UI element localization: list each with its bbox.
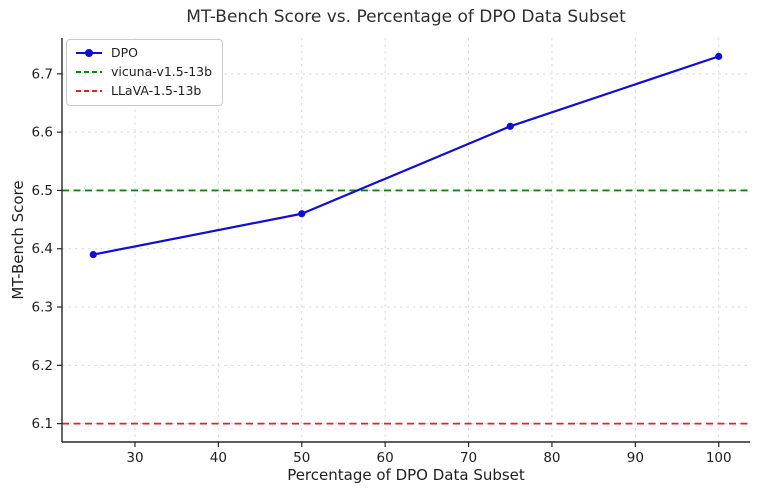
y-tick-label: 6.6 — [32, 125, 53, 141]
legend-swatch-dpo-line-icon — [76, 49, 102, 57]
legend-item-vicuna: vicuna-v1.5-13b — [75, 64, 212, 80]
data-point-marker — [298, 210, 306, 218]
x-tick-label: 40 — [210, 450, 227, 466]
data-point-marker — [89, 250, 97, 259]
chart-title: MT-Bench Score vs. Percentage of DPO Dat… — [186, 7, 626, 27]
y-tick-label: 6.7 — [32, 66, 53, 82]
legend-label-dpo: DPO — [111, 45, 139, 60]
x-tick-label: 70 — [460, 450, 477, 466]
y-axis-label: MT-Bench Score — [9, 180, 27, 300]
x-axis-label: Percentage of DPO Data Subset — [287, 466, 525, 484]
y-tick-label: 6.5 — [32, 183, 53, 199]
legend-label-vicuna: vicuna-v1.5-13b — [111, 64, 213, 79]
legend: DPO vicuna-v1.5-13b LLaVA-1.5-13b — [66, 39, 224, 106]
legend-item-dpo: DPO — [75, 45, 212, 61]
y-tick-label: 6.2 — [32, 358, 53, 374]
data-point-marker — [506, 122, 514, 130]
legend-label-llava: LLaVA-1.5-13b — [111, 83, 202, 98]
x-tick-label: 80 — [543, 450, 560, 466]
legend-item-llava: LLaVA-1.5-13b — [75, 83, 212, 99]
y-tick-label: 6.1 — [32, 416, 53, 432]
legend-swatch-llava-dashed-line-icon — [76, 90, 102, 92]
x-tick-label: 90 — [627, 450, 644, 466]
x-tick-label: 30 — [126, 450, 143, 466]
series-line-dpo — [93, 55, 720, 256]
x-tick-label: 100 — [706, 450, 732, 466]
data-point-marker — [715, 52, 723, 60]
y-tick-label: 6.4 — [32, 241, 53, 257]
x-tick-label: 50 — [293, 450, 310, 466]
legend-swatch-vicuna-dashed-line-icon — [76, 71, 102, 73]
y-tick-label: 6.3 — [32, 300, 53, 316]
x-tick-label: 60 — [377, 450, 394, 466]
